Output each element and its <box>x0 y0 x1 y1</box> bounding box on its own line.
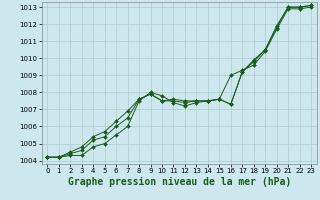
X-axis label: Graphe pression niveau de la mer (hPa): Graphe pression niveau de la mer (hPa) <box>68 177 291 187</box>
